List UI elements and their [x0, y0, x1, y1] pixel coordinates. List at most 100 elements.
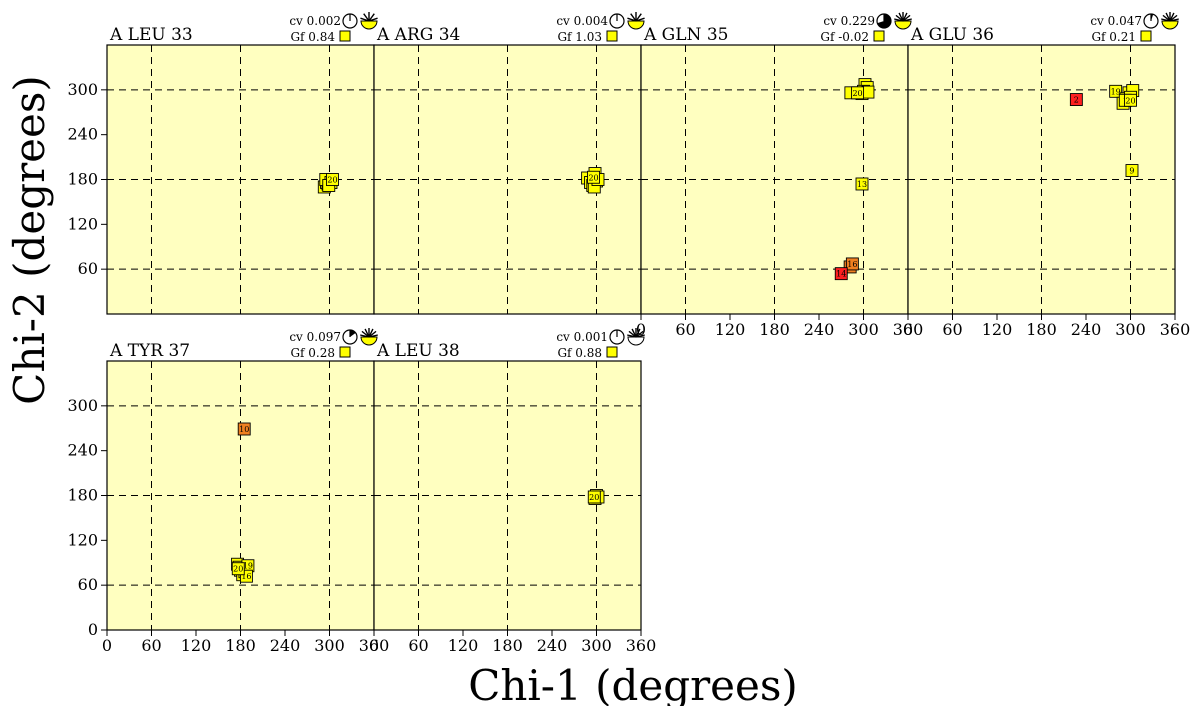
y-axis-label: Chi-2 (degrees): [5, 75, 54, 405]
starburst-icon: [627, 328, 645, 346]
gf-swatch: [873, 30, 885, 42]
x-tick-label: 300: [848, 320, 879, 339]
data-point-label: 9: [1129, 167, 1134, 176]
starburst-ray: [363, 13, 370, 22]
starburst-ray: [368, 334, 378, 338]
y-tick-label: 60: [78, 575, 98, 594]
y-tick-label: 0: [88, 620, 98, 639]
starburst-bowl: [360, 20, 378, 30]
gf-value: Gf 0.21: [1091, 30, 1136, 44]
panel-title: A GLN 35: [643, 25, 728, 45]
data-point-label: 20: [852, 89, 862, 98]
x-tick-label: 60: [141, 636, 161, 655]
x-tick-label: 180: [1026, 320, 1057, 339]
panel-title: A LEU 33: [109, 25, 193, 45]
panel-6: A LEU 38 cv 0.001 Gf 0.88 0 60 120 180 240 300 36…: [369, 328, 656, 655]
cv-value: cv 0.002: [289, 14, 341, 28]
x-tick-label: 240: [1071, 320, 1102, 339]
x-tick-label: 120: [982, 320, 1013, 339]
starburst-bowl: [627, 336, 645, 346]
data-point-label: 20: [233, 565, 243, 574]
gf-swatch: [339, 346, 351, 358]
data-point: [237, 422, 251, 436]
starburst-ray: [1169, 18, 1179, 22]
x-tick-label: 360: [626, 636, 657, 655]
data-point-label: 19: [243, 562, 253, 571]
cv-value: cv 0.047: [1090, 14, 1142, 28]
x-tick-label: 240: [270, 636, 301, 655]
x-tick-label: 360: [1160, 320, 1191, 339]
starburst-ray: [627, 17, 637, 22]
clock-icon: [1143, 13, 1159, 29]
y-tick-label: 240: [67, 125, 98, 144]
y-tick-label: 240: [67, 441, 98, 460]
data-point-label: 13: [857, 180, 867, 189]
x-tick-label: 240: [537, 636, 568, 655]
gf-swatch: [606, 30, 618, 42]
clock-icon: [609, 13, 625, 29]
starburst-icon: [360, 12, 378, 30]
data-point-label: 2: [1074, 96, 1079, 105]
data-point: [845, 257, 859, 271]
x-tick-label: 0: [636, 320, 646, 339]
y-tick-label: 180: [67, 170, 98, 189]
starburst-bowl: [1161, 20, 1179, 30]
clock-icon: [609, 329, 625, 345]
data-point-label: 16: [847, 260, 857, 269]
data-point: [231, 562, 245, 576]
cv-value: cv 0.001: [556, 330, 608, 344]
panel-title: A LEU 38: [376, 341, 460, 361]
gf-value: Gf 0.88: [557, 346, 602, 360]
starburst-ray: [635, 17, 645, 22]
data-point: [851, 86, 865, 100]
panel-4: A GLU 36 cv 0.047 Gf 0.21 0 60 120 180 240 300 36…: [903, 12, 1190, 339]
x-tick-label: 120: [181, 636, 212, 655]
y-tick-label: 120: [67, 214, 98, 233]
x-tick-label: 360: [359, 636, 390, 655]
cv-value: cv 0.004: [556, 14, 608, 28]
starburst-ray: [635, 13, 642, 22]
x-tick-label: 120: [715, 320, 746, 339]
y-tick-label: 180: [67, 486, 98, 505]
starburst-icon: [1161, 12, 1179, 30]
x-tick-label: 360: [893, 320, 924, 339]
data-point: [587, 170, 600, 184]
clock-icon: [342, 329, 358, 345]
gf-value: Gf 0.84: [290, 30, 335, 44]
starburst-ray: [902, 18, 912, 22]
data-point: [1109, 84, 1123, 98]
gf-value: Gf -0.02: [820, 30, 869, 44]
data-point-label: 20: [589, 493, 599, 502]
data-point: [855, 177, 869, 191]
x-tick-label: 120: [448, 636, 479, 655]
starburst-icon: [360, 328, 378, 346]
data-point-label: 10: [239, 425, 249, 434]
starburst-bowl: [627, 20, 645, 30]
data-point: [1069, 93, 1083, 106]
x-tick-label: 240: [804, 320, 835, 339]
panel-5: A TYR 37 cv 0.097 Gf 0.28 0 60 120 180 240 300 0 6…: [67, 328, 389, 655]
starburst-ray: [368, 13, 375, 22]
y-tick-label: 60: [78, 259, 98, 278]
panel-title: A TYR 37: [109, 341, 190, 361]
x-tick-label: 60: [942, 320, 962, 339]
cv-value: cv 0.229: [823, 14, 875, 28]
starburst-ray: [630, 13, 637, 22]
starburst-ray: [368, 17, 378, 22]
gf-swatch: [606, 346, 618, 358]
x-tick-label: 300: [1115, 320, 1146, 339]
data-point: [587, 490, 601, 504]
gf-value: Gf 1.03: [557, 30, 602, 44]
data-point-label: 16: [241, 572, 251, 581]
x-tick-label: 300: [314, 636, 345, 655]
x-tick-label: 0: [903, 320, 913, 339]
x-tick-label: 60: [408, 636, 428, 655]
panels-layer: A LEU 33 cv 0.002 Gf 0.84 60 120 180 240 300 120…: [67, 12, 1190, 655]
gf-swatch: [1140, 30, 1152, 42]
x-tick-label: 180: [759, 320, 790, 339]
starburst-icon: [627, 12, 645, 30]
clock-icon: [876, 13, 892, 29]
clock-fill: [350, 330, 356, 337]
